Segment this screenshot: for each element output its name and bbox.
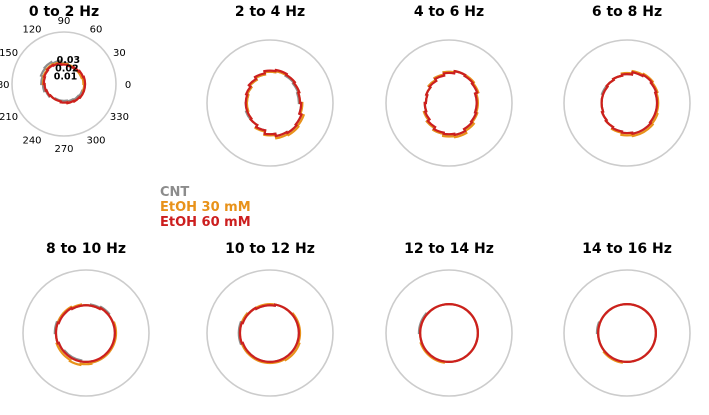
series-trace-3-panel-2 bbox=[244, 68, 303, 138]
angle-tick-210: 210 bbox=[0, 112, 18, 123]
panel-title-1: 0 to 2 Hz bbox=[29, 4, 99, 20]
series-trace-3-panel-8 bbox=[597, 303, 657, 363]
polar-frame-4 bbox=[563, 39, 691, 167]
polar-panel-5: 8 to 10 Hz bbox=[22, 241, 150, 397]
angle-tick-300: 300 bbox=[86, 135, 105, 146]
series-trace-3-panel-1 bbox=[42, 61, 87, 105]
polar-frame-1 bbox=[11, 31, 117, 137]
panel-title-2: 2 to 4 Hz bbox=[235, 4, 305, 20]
angle-tick-30: 30 bbox=[113, 48, 126, 59]
panel-title-6: 10 to 12 Hz bbox=[225, 241, 315, 257]
polar-panel-4: 6 to 8 Hz bbox=[563, 4, 691, 167]
panel-title-4: 6 to 8 Hz bbox=[592, 4, 662, 20]
series-trace-3-panel-6 bbox=[238, 303, 300, 363]
legend-item-1: CNT bbox=[160, 185, 189, 200]
polar-panel-1: 0 to 2 Hz bbox=[11, 4, 117, 137]
radial-tick-3: 0.03 bbox=[57, 55, 80, 66]
series-trace-3-panel-7 bbox=[419, 303, 479, 363]
series-trace-3-panel-4 bbox=[600, 70, 659, 136]
polar-frame-2 bbox=[206, 39, 334, 167]
angle-tick-90: 90 bbox=[58, 16, 71, 27]
angle-tick-60: 60 bbox=[90, 25, 103, 36]
angle-tick-180: 180 bbox=[0, 80, 10, 91]
panel-title-8: 14 to 16 Hz bbox=[582, 241, 672, 257]
panels-group: 0 to 2 Hz 2 to 4 Hz 4 to 6 Hz 6 to 8 Hz 8 to… bbox=[11, 4, 691, 397]
radial-tick-1: 0.01 bbox=[54, 72, 77, 83]
polar-frame-7 bbox=[385, 269, 513, 397]
radial-tick-2: 0.02 bbox=[55, 63, 78, 74]
angle-tick-330: 330 bbox=[110, 112, 129, 123]
series-trace-3-panel-3 bbox=[423, 69, 479, 137]
angle-tick-150: 150 bbox=[0, 48, 18, 59]
polar-frame-3 bbox=[385, 39, 513, 167]
polar-panel-6: 10 to 12 Hz bbox=[206, 241, 334, 397]
legend-item-2: EtOH 30 mM bbox=[160, 200, 251, 215]
legend-item-3: EtOH 60 mM bbox=[160, 215, 251, 230]
angle-tick-240: 240 bbox=[22, 135, 41, 146]
panel-title-7: 12 to 14 Hz bbox=[404, 241, 494, 257]
angle-tick-0: 0 bbox=[125, 80, 131, 91]
polar-panel-8: 14 to 16 Hz bbox=[563, 241, 691, 397]
polar-frame-8 bbox=[563, 269, 691, 397]
series-trace-3-panel-5 bbox=[54, 304, 116, 363]
polar-panel-3: 4 to 6 Hz bbox=[385, 4, 513, 167]
polar-frame-6 bbox=[206, 269, 334, 397]
panel-title-3: 4 to 6 Hz bbox=[414, 4, 484, 20]
panel-1-axis-labels: 0 30 60 90 120 150 180 210 240 270 300 330 0.010.020… bbox=[0, 16, 131, 155]
polar-panel-7: 12 to 14 Hz bbox=[385, 241, 513, 397]
panel-title-5: 8 to 10 Hz bbox=[46, 241, 126, 257]
legend: CNT EtOH 30 mM EtOH 60 mM bbox=[160, 185, 251, 230]
angle-tick-120: 120 bbox=[22, 25, 41, 36]
polar-frame-5 bbox=[22, 269, 150, 397]
angle-tick-270: 270 bbox=[54, 144, 73, 155]
polar-panel-2: 2 to 4 Hz bbox=[206, 4, 334, 167]
